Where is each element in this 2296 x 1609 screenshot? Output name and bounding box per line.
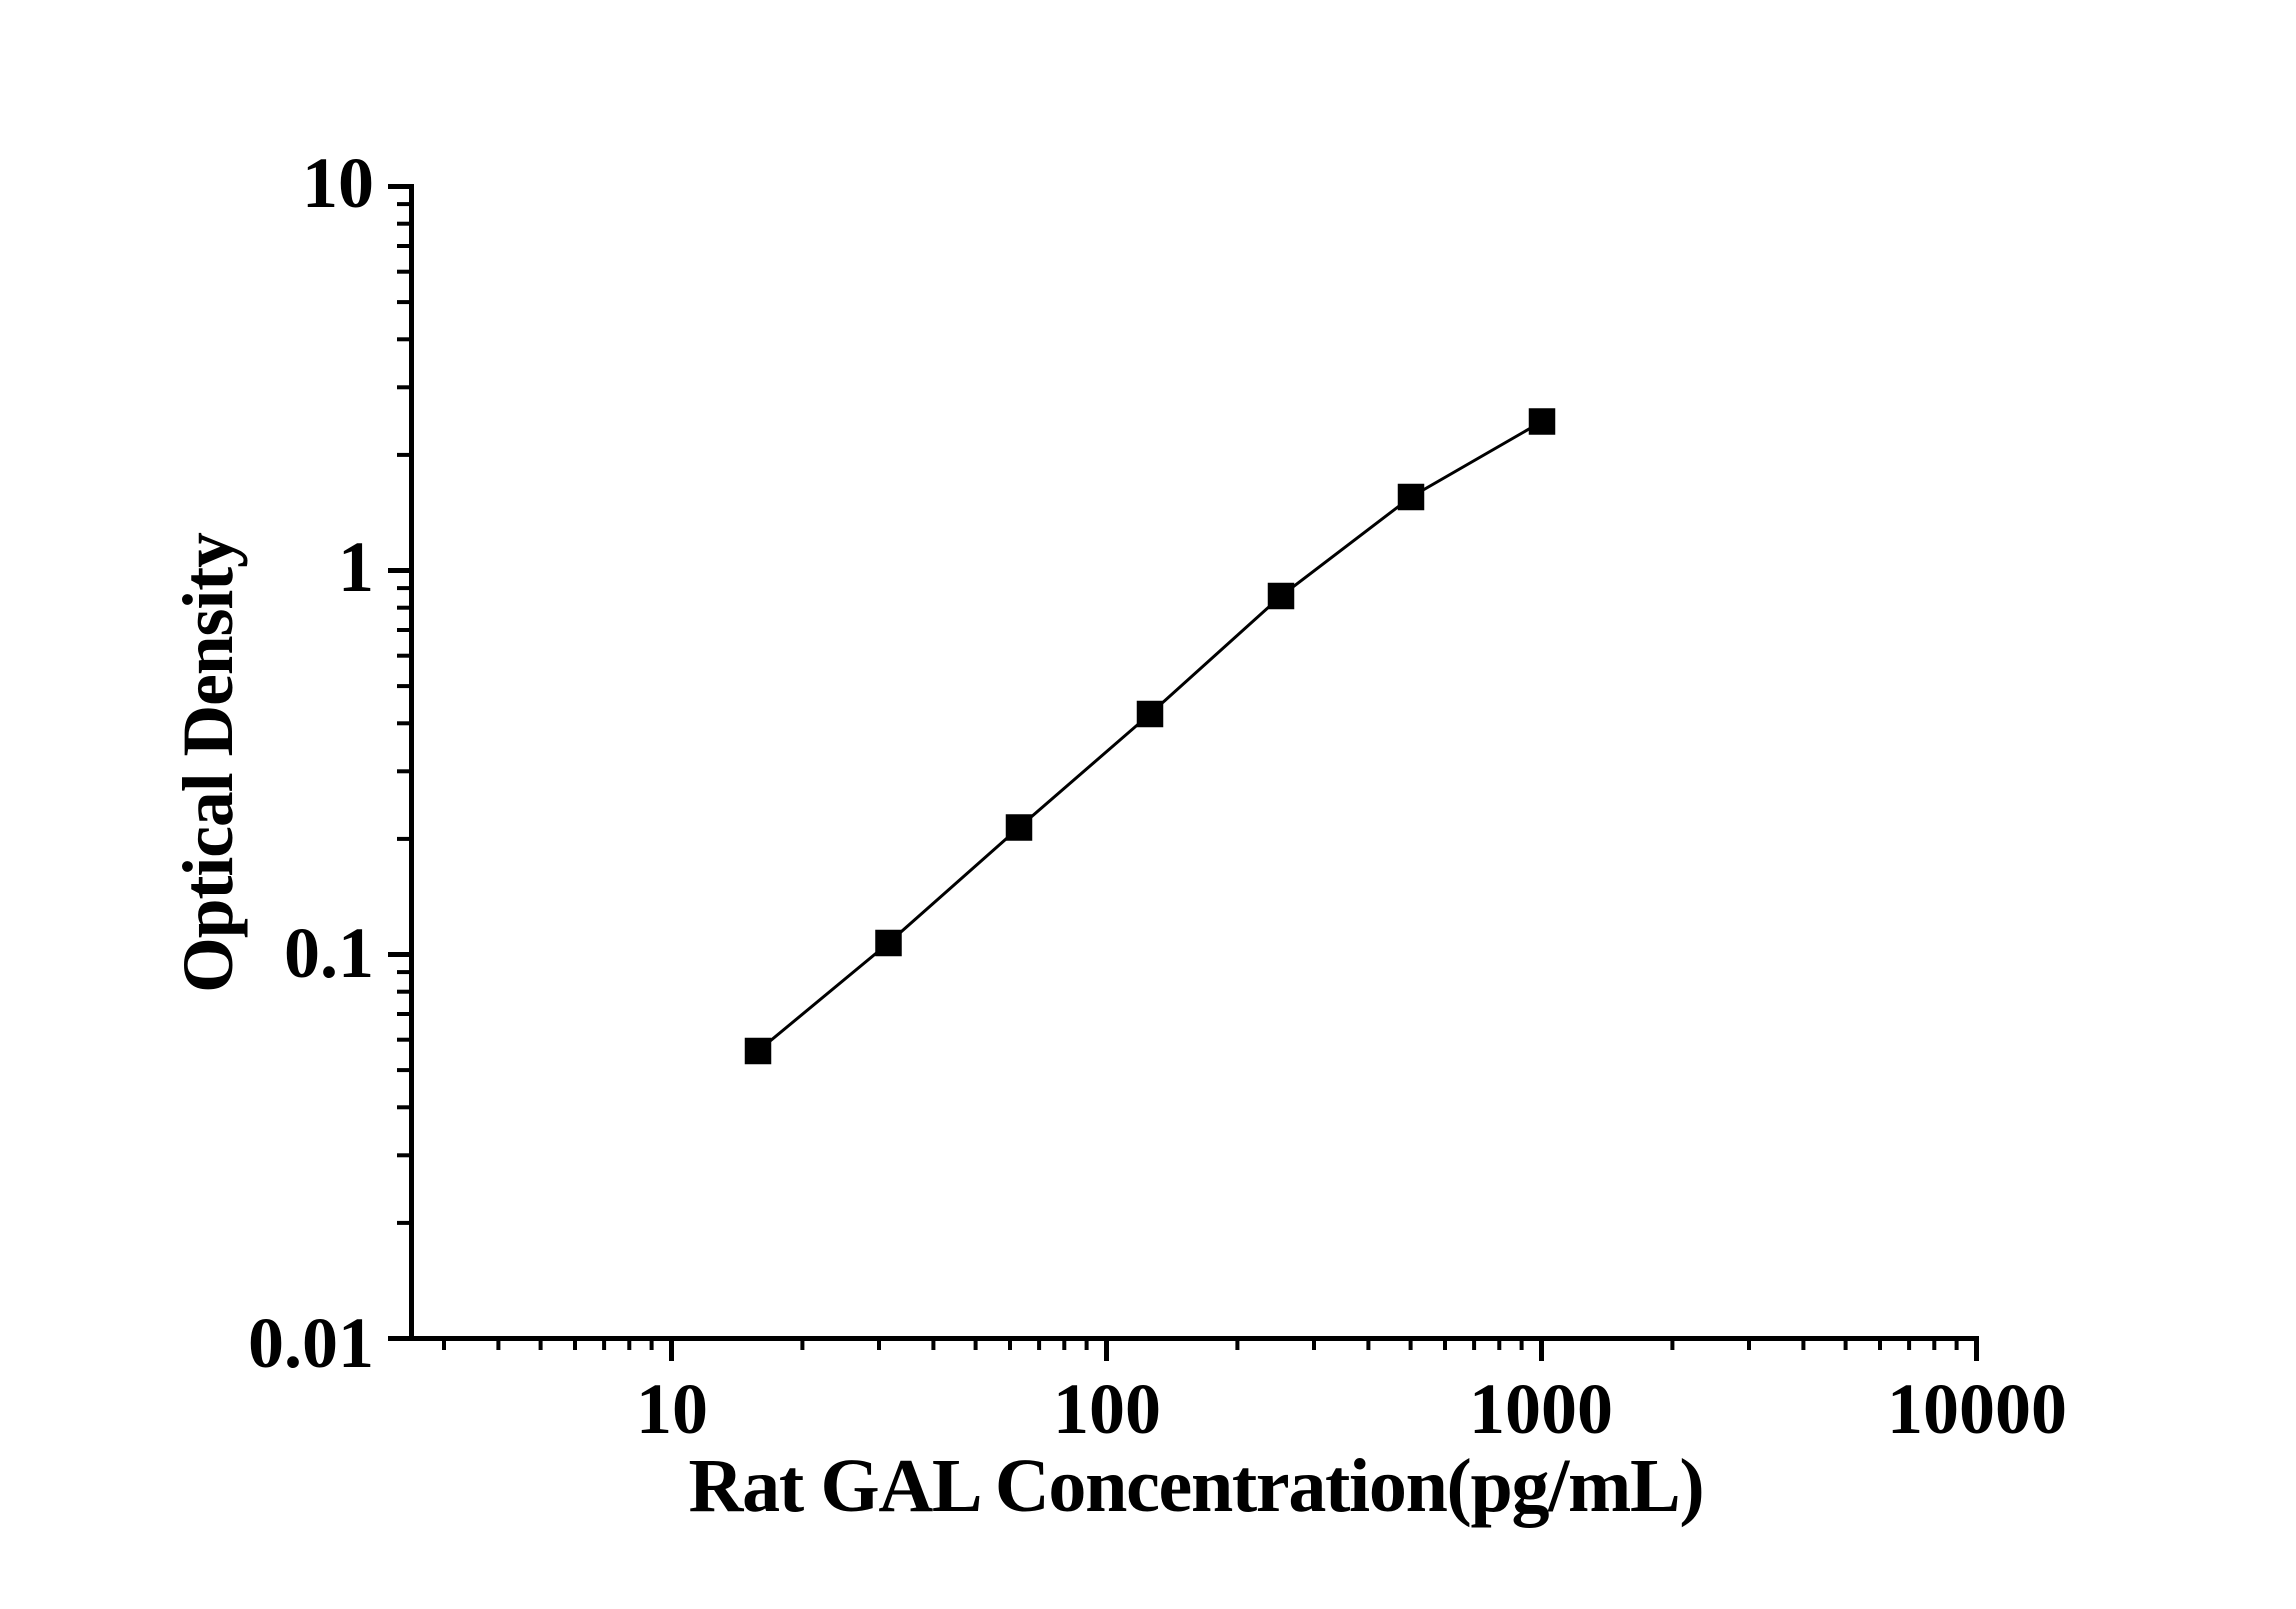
svg-text:Optical Density: Optical Density [169,532,248,993]
svg-text:Rat GAL Concentration(pg/mL): Rat GAL Concentration(pg/mL) [689,1444,1704,1528]
svg-text:1000: 1000 [1469,1369,1613,1449]
svg-text:1: 1 [338,527,374,607]
svg-text:10: 10 [302,143,374,223]
svg-text:100: 100 [1053,1369,1161,1449]
svg-text:0.1: 0.1 [284,913,374,993]
svg-text:10000: 10000 [1887,1369,2067,1449]
svg-text:0.01: 0.01 [248,1303,374,1383]
svg-text:10: 10 [636,1369,708,1449]
